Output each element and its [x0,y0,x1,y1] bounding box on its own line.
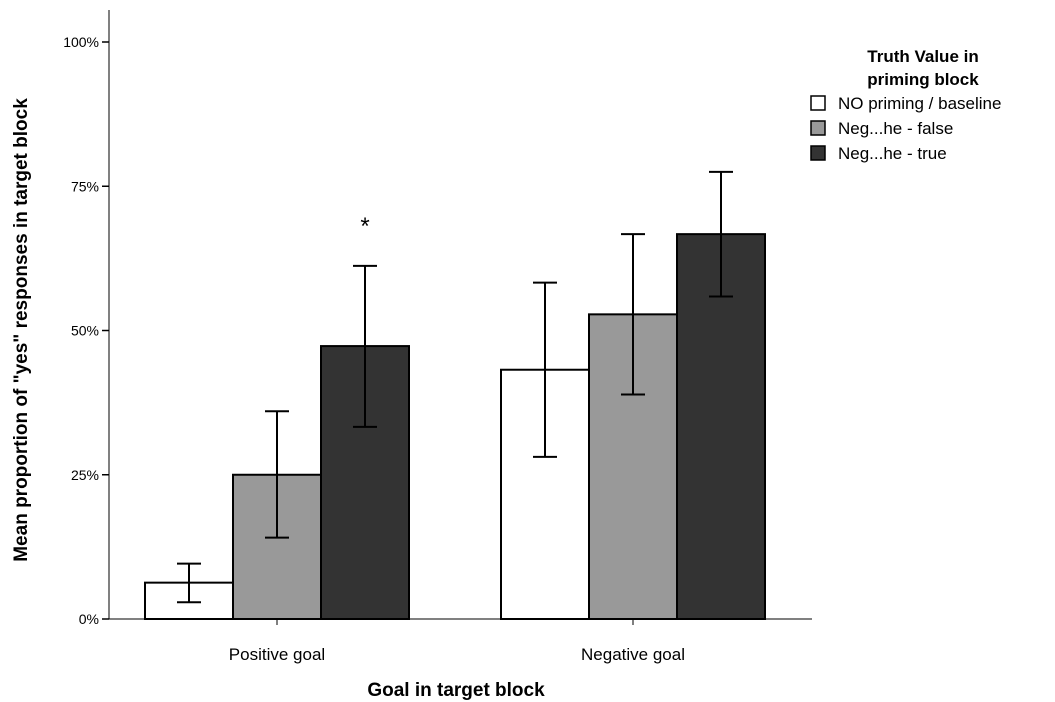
y-tick-label: 75% [71,178,99,194]
legend-title-line1: Truth Value in [867,47,978,66]
legend-label: NO priming / baseline [838,94,1001,113]
y-tick-label: 0% [79,611,99,627]
legend-swatch [810,120,826,136]
x-tick-label: Positive goal [229,645,325,664]
x-axis-title: Goal in target block [367,680,545,701]
legend-items: NO priming / baseline Neg...he - false Neg… [810,94,1001,163]
legend-label: Neg...he - true [838,144,947,163]
error-bars [177,170,733,604]
labels: 0% 25% 50% 75% 100% Positive goal Negative goa… [63,34,685,664]
legend-title-line2: priming block [867,70,979,89]
y-tick-label: 50% [71,323,99,339]
bars [144,233,766,621]
legend-swatch [810,145,826,161]
legend-label: Neg...he - false [838,119,953,138]
significance-marker: * [360,213,369,240]
x-tick-label: Negative goal [581,645,685,664]
y-axis-title: Mean proportion of "yes" responses in ta… [11,98,32,562]
y-tick-label: 100% [63,34,99,50]
legend: Truth Value in priming block NO priming … [810,47,1001,163]
legend-swatch [810,95,826,111]
y-tick-label: 25% [71,467,99,483]
bar [676,233,766,621]
